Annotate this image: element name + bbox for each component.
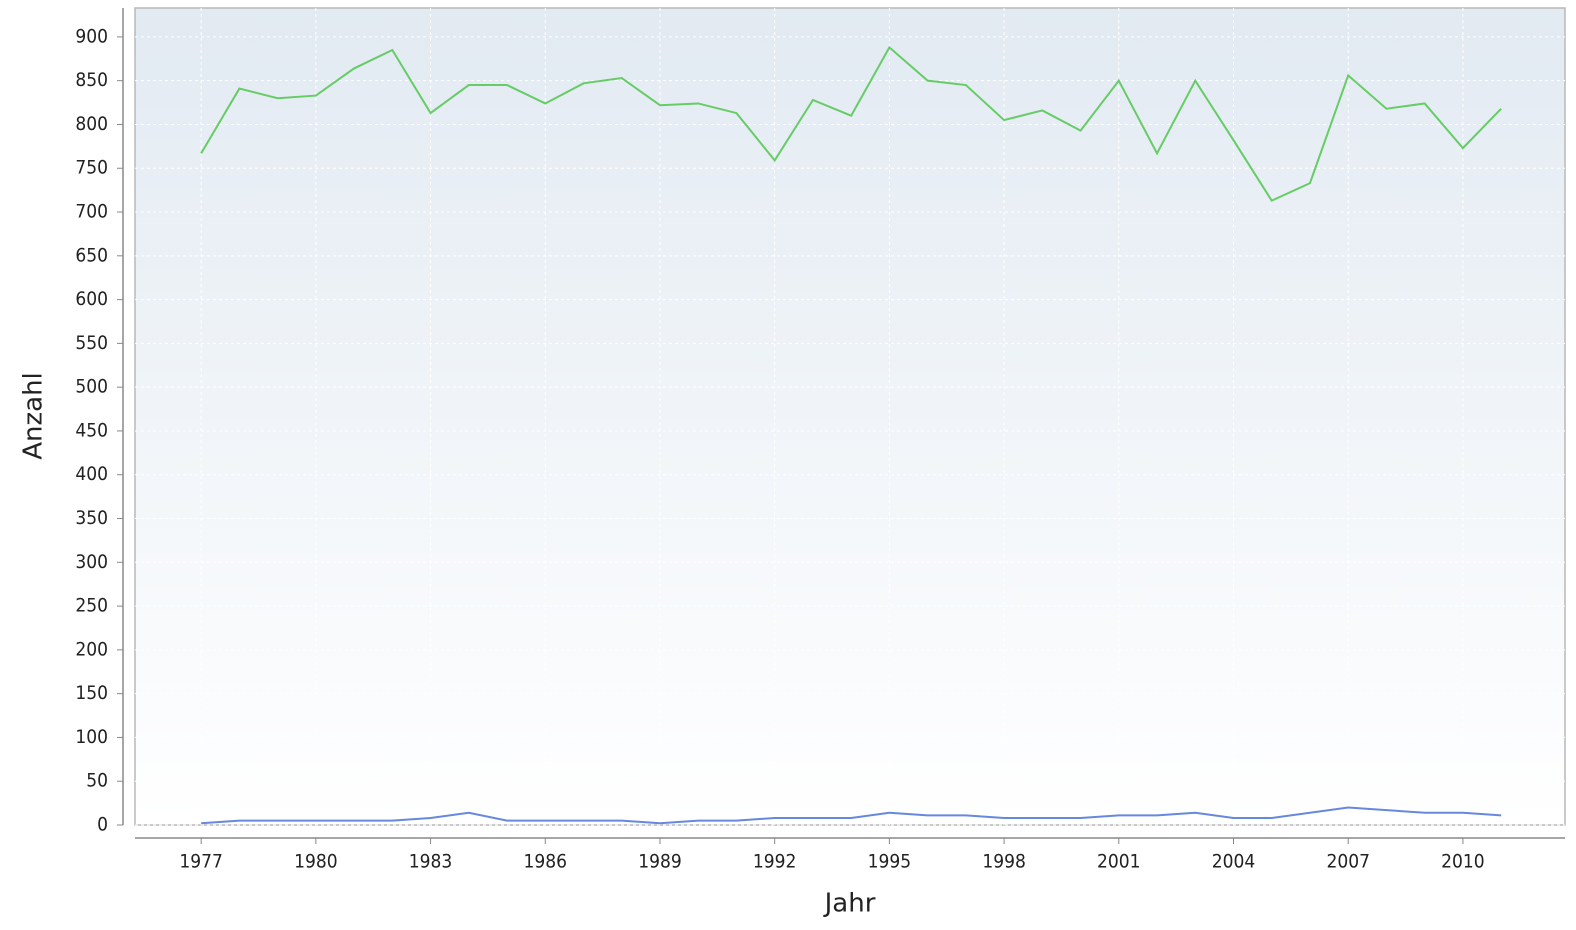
line-series bbox=[200, 45, 1502, 202]
y-tick-label: 750 bbox=[75, 157, 108, 179]
y-tick-label: 800 bbox=[75, 113, 108, 135]
y-tick-label: 700 bbox=[75, 201, 108, 223]
y-tick-label: 0 bbox=[97, 814, 108, 836]
y-tick-label: 250 bbox=[75, 595, 108, 617]
y-tick-label: 300 bbox=[75, 551, 108, 573]
x-tick-label: 2010 bbox=[1441, 851, 1485, 873]
x-axis-label: Jahr bbox=[823, 889, 876, 919]
y-tick-label: 400 bbox=[75, 463, 108, 485]
y-tick-label: 650 bbox=[75, 244, 108, 266]
x-tick-label: 2007 bbox=[1326, 851, 1370, 873]
x-tick-label: 1992 bbox=[753, 851, 797, 873]
y-tick-label: 350 bbox=[75, 507, 108, 529]
y-tick-label: 450 bbox=[75, 419, 108, 441]
y-tick-label: 600 bbox=[75, 288, 108, 310]
x-tick-label: 2001 bbox=[1097, 851, 1141, 873]
x-tick-label: 1995 bbox=[868, 851, 912, 873]
x-tick-label: 1980 bbox=[294, 851, 338, 873]
y-tick-label: 200 bbox=[75, 638, 108, 660]
x-tick-label: 1989 bbox=[638, 851, 682, 873]
x-tick-label: 1998 bbox=[982, 851, 1026, 873]
x-tick-label: 2004 bbox=[1212, 851, 1256, 873]
y-tick-label: 100 bbox=[75, 726, 108, 748]
line-series bbox=[201, 806, 1502, 825]
y-tick-label: 150 bbox=[75, 682, 108, 704]
x-tick-label: 1977 bbox=[179, 851, 223, 873]
y-tick-label: 500 bbox=[75, 376, 108, 398]
y-tick-label: 900 bbox=[75, 25, 108, 47]
y-tick-label: 850 bbox=[75, 69, 108, 91]
y-tick-label: 50 bbox=[86, 770, 108, 792]
y-tick-label: 550 bbox=[75, 332, 108, 354]
y-axis-label: Anzahl bbox=[19, 372, 49, 460]
x-tick-label: 1983 bbox=[409, 851, 453, 873]
plot-area bbox=[134, 7, 1566, 826]
x-tick-label: 1986 bbox=[524, 851, 568, 873]
